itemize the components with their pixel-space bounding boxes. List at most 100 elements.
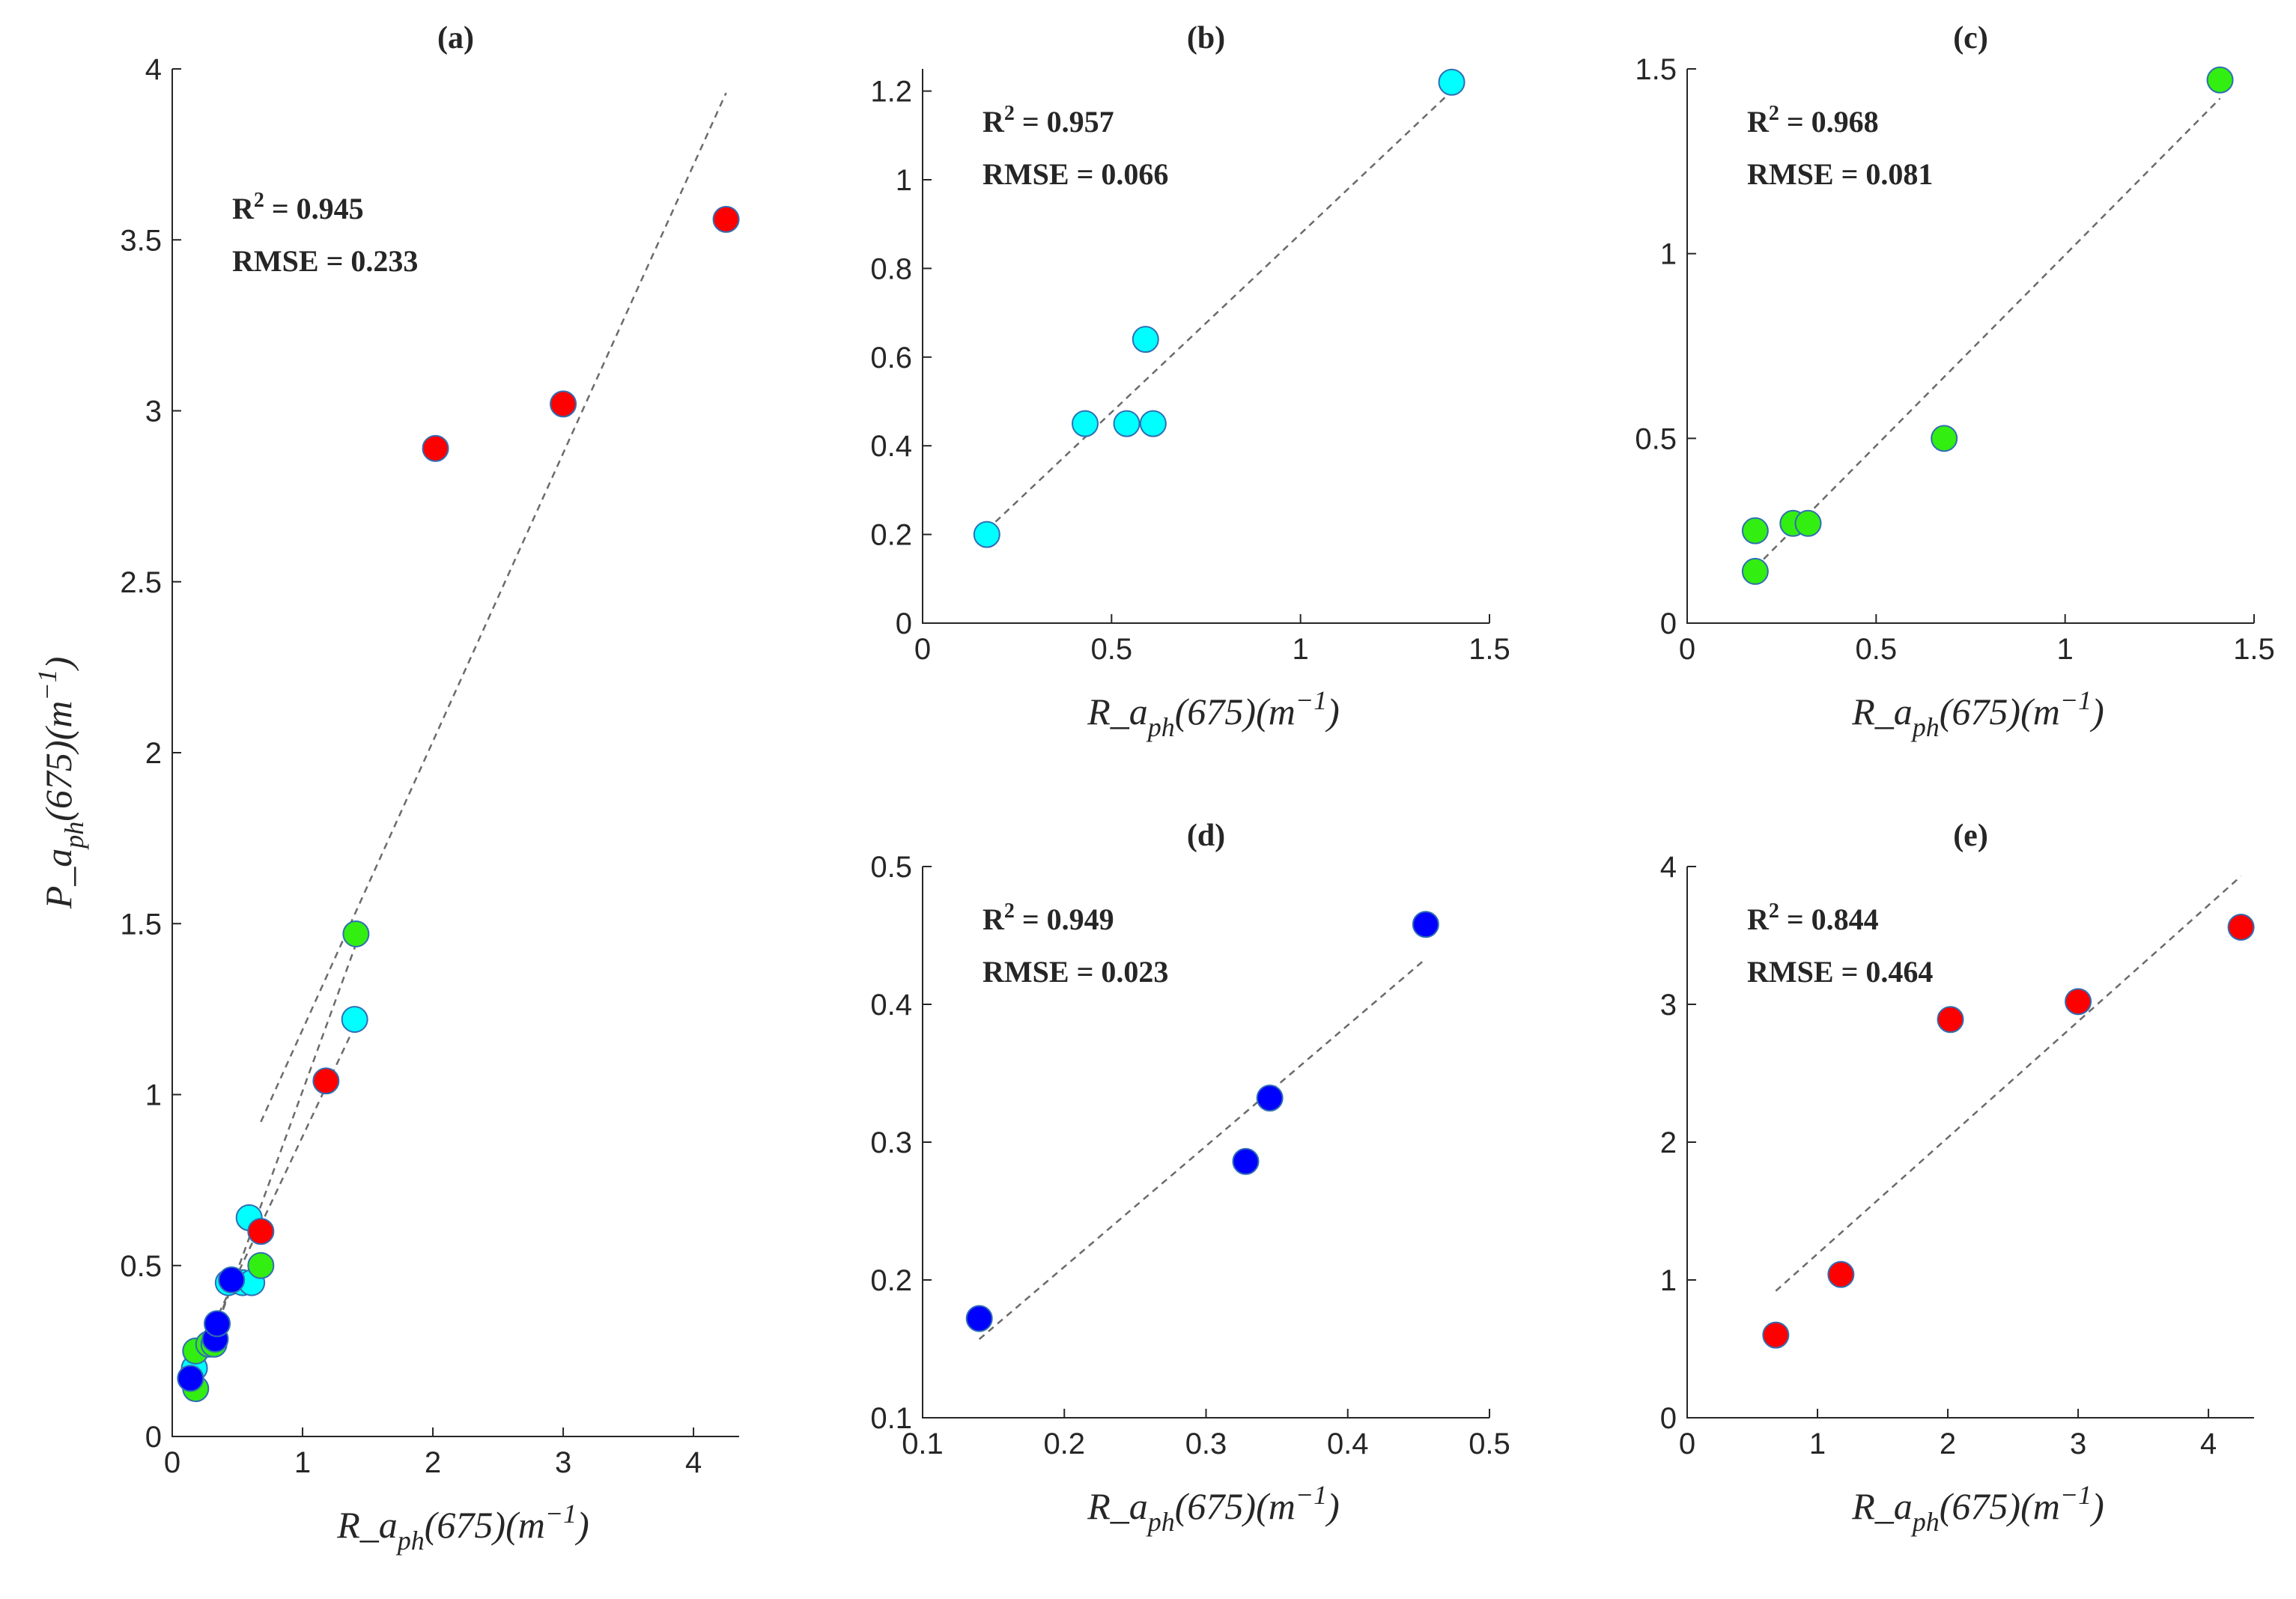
data-point-green bbox=[1741, 517, 1769, 544]
y-tick-label-c: 1 bbox=[1660, 238, 1677, 271]
rmse-annotation-c: RMSE = 0.081 bbox=[1747, 157, 1933, 191]
x-axis-label-e: R_aph(675)(m−1) bbox=[1851, 1480, 2104, 1537]
x-tick-label-a: 4 bbox=[685, 1446, 702, 1479]
panel-title-c: (c) bbox=[1953, 21, 1988, 55]
x-tick-label-b: 0 bbox=[914, 633, 931, 666]
data-point-green bbox=[342, 920, 370, 947]
x-axis-label-b-subscript: ph bbox=[1146, 712, 1175, 742]
data-point-green bbox=[1794, 509, 1822, 537]
y-tick-label-b: 1 bbox=[896, 164, 912, 197]
x-tick-label-a: 3 bbox=[555, 1446, 571, 1479]
r-squared-value: = 0.957 bbox=[1015, 105, 1114, 139]
data-point-green bbox=[1931, 425, 1958, 452]
data-point-red bbox=[712, 205, 740, 233]
y-tick-label-d: 0.1 bbox=[870, 1402, 912, 1435]
x-axis-label-c-superscript: −1 bbox=[2060, 685, 2092, 715]
x-axis-label-d-rest: (675)(m bbox=[1175, 1485, 1296, 1527]
x-axis-label-c-close: ) bbox=[2089, 691, 2104, 732]
rmse-annotation-a: RMSE = 0.233 bbox=[232, 244, 418, 278]
x-tick-label-d: 0.4 bbox=[1327, 1427, 1369, 1460]
x-tick-label-b: 0.5 bbox=[1091, 633, 1133, 666]
data-point-cyan bbox=[341, 1006, 368, 1034]
data-point-red bbox=[422, 434, 449, 462]
x-axis-label-e-main: R_a bbox=[1851, 1485, 1913, 1527]
x-tick-label-e: 4 bbox=[2200, 1427, 2217, 1460]
y-tick-label-b: 0 bbox=[896, 607, 912, 640]
data-point-green bbox=[1741, 557, 1769, 585]
data-point-red bbox=[1827, 1260, 1855, 1288]
x-axis-label-d-superscript: −1 bbox=[1296, 1480, 1327, 1510]
x-tick-label-e: 2 bbox=[1940, 1427, 1956, 1460]
data-point-blue bbox=[1256, 1084, 1284, 1112]
r-squared-exponent: 2 bbox=[1769, 899, 1779, 923]
panel-b: (b) 0 0.5 1 1.5 0 0.2 0.4 0.6 0.8 1 1.2 R2 = 0.957 RM… bbox=[870, 21, 1510, 742]
panel-title-d: (d) bbox=[1187, 819, 1225, 853]
r-squared-value: = 0.844 bbox=[1779, 902, 1879, 936]
data-point-blue bbox=[1232, 1147, 1260, 1175]
x-tick-label-e: 1 bbox=[1809, 1427, 1826, 1460]
r-squared-exponent: 2 bbox=[1769, 102, 1779, 125]
r-squared-exponent: 2 bbox=[254, 189, 264, 212]
x-tick-label-a: 1 bbox=[294, 1446, 311, 1479]
x-tick-label-e: 0 bbox=[1679, 1427, 1695, 1460]
panel-title-b: (b) bbox=[1187, 21, 1225, 55]
x-axis-label-d-close: ) bbox=[1325, 1485, 1340, 1527]
r-squared-exponent: 2 bbox=[1004, 102, 1015, 125]
y-tick-label-b: 0.8 bbox=[870, 252, 912, 285]
fit-line-c bbox=[1754, 97, 2221, 568]
y-tick-label-d: 0.4 bbox=[870, 989, 912, 1022]
y-tick-label-e: 2 bbox=[1660, 1126, 1677, 1159]
fit-line-a bbox=[260, 92, 727, 1123]
fit-line-e bbox=[1775, 875, 2242, 1292]
r-squared-annotation-a: R2 = 0.945 bbox=[232, 189, 364, 225]
data-point-blue bbox=[177, 1365, 204, 1392]
data-point-cyan bbox=[1132, 326, 1159, 354]
x-tick-label-c: 1.5 bbox=[2233, 633, 2275, 666]
y-tick-label-e: 4 bbox=[1660, 851, 1677, 884]
x-tick-label-c: 1 bbox=[2057, 633, 2074, 666]
data-point-red bbox=[247, 1218, 275, 1245]
x-axis-label-a-subscript: ph bbox=[395, 1526, 425, 1556]
data-point-red bbox=[550, 390, 577, 418]
r-squared-annotation-d: R2 = 0.949 bbox=[983, 899, 1114, 936]
y-axis-label-a-subscript: ph bbox=[59, 822, 89, 851]
fit-line-d bbox=[978, 958, 1427, 1341]
x-axis-label-b-close: ) bbox=[1325, 691, 1340, 732]
y-axis-label-a-main: P_a bbox=[37, 849, 79, 910]
y-tick-label-e: 3 bbox=[1660, 989, 1677, 1022]
x-axis-label-e-rest: (675)(m bbox=[1940, 1485, 2060, 1527]
data-point-red bbox=[1762, 1321, 1790, 1349]
y-axis-label-a-close: ) bbox=[37, 657, 79, 672]
y-tick-label-d: 0.5 bbox=[870, 851, 912, 884]
axes-frame-c bbox=[1686, 69, 2254, 624]
y-axis-label-a-rest: (675)(m bbox=[37, 701, 79, 822]
x-tick-label-c: 0.5 bbox=[1856, 633, 1898, 666]
x-axis-label-b: R_aph(675)(m−1) bbox=[1087, 685, 1340, 742]
r-squared-symbol: R bbox=[983, 902, 1005, 936]
rmse-annotation-b: RMSE = 0.066 bbox=[983, 157, 1168, 191]
y-tick-label-a: 2.5 bbox=[120, 566, 162, 599]
x-axis-label-c-main: R_a bbox=[1851, 691, 1913, 732]
x-axis-label-c-subscript: ph bbox=[1910, 712, 1940, 742]
x-axis-label-e-subscript: ph bbox=[1910, 1507, 1940, 1537]
data-point-red bbox=[312, 1067, 340, 1095]
r-squared-value: = 0.945 bbox=[264, 192, 364, 225]
r-squared-annotation-b: R2 = 0.957 bbox=[983, 102, 1114, 139]
x-axis-label-a: R_aph(675)(m−1) bbox=[336, 1499, 589, 1556]
data-point-blue bbox=[218, 1266, 246, 1293]
y-tick-label-a: 4 bbox=[145, 53, 162, 86]
r-squared-value: = 0.949 bbox=[1015, 902, 1114, 936]
r-squared-annotation-c: R2 = 0.968 bbox=[1747, 102, 1879, 139]
x-axis-label-a-rest: (675)(m bbox=[425, 1504, 545, 1546]
data-point-blue bbox=[1412, 911, 1439, 938]
panel-title-a: (a) bbox=[437, 21, 474, 55]
rmse-annotation-e: RMSE = 0.464 bbox=[1747, 955, 1933, 989]
x-axis-label-a-superscript: −1 bbox=[545, 1499, 577, 1529]
panel-c: (c) 0 0.5 1 1.5 0 0.5 1 1.5 R2 = 0.968 RMSE = 0.08… bbox=[1635, 21, 2274, 742]
y-tick-label-e: 0 bbox=[1660, 1402, 1677, 1435]
y-tick-label-b: 0.6 bbox=[870, 342, 912, 374]
x-tick-label-b: 1.5 bbox=[1469, 633, 1510, 666]
fit-line-b bbox=[985, 90, 1453, 531]
axes-frame-d bbox=[922, 867, 1489, 1419]
